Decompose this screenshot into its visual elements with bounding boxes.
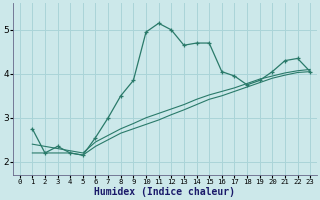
X-axis label: Humidex (Indice chaleur): Humidex (Indice chaleur) [94, 186, 236, 197]
